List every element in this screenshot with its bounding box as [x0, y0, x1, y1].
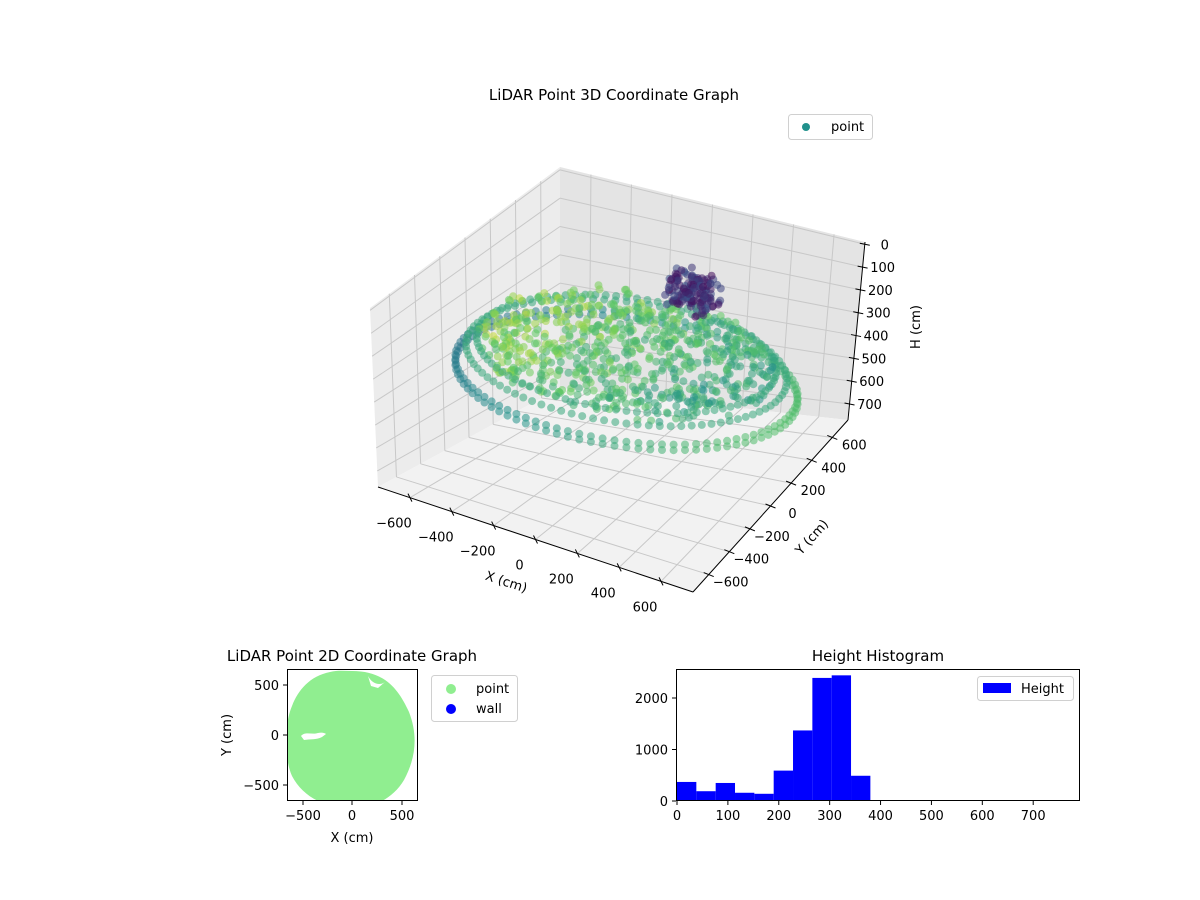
- svg-text:600: 600: [970, 809, 995, 824]
- svg-text:600: 600: [859, 375, 884, 390]
- svg-text:400: 400: [591, 586, 616, 601]
- histogram-bar: [677, 781, 697, 801]
- histogram-frame: [676, 669, 1080, 801]
- svg-text:1000: 1000: [635, 744, 668, 759]
- histogram-title: Height Histogram: [812, 647, 944, 665]
- svg-text:500: 500: [254, 679, 279, 694]
- svg-text:400: 400: [864, 330, 889, 345]
- plot-3d-title: LiDAR Point 3D Coordinate Graph: [489, 86, 739, 104]
- legend-2d: point wall: [431, 675, 518, 722]
- svg-text:−200: −200: [754, 530, 790, 545]
- histogram-bar: [715, 782, 736, 801]
- y-axis-label: Y (cm): [792, 517, 832, 559]
- svg-text:500: 500: [919, 809, 944, 824]
- z-axis-line: [847, 241, 866, 421]
- svg-text:200: 200: [801, 484, 826, 499]
- svg-text:200: 200: [868, 284, 893, 299]
- svg-text:100: 100: [715, 809, 740, 824]
- histogram-bar: [831, 675, 852, 801]
- svg-text:0: 0: [788, 507, 796, 522]
- histogram-bar: [793, 730, 813, 801]
- legend-wall-marker: [446, 704, 456, 714]
- svg-text:0: 0: [881, 238, 889, 253]
- legend-point-marker: [446, 684, 456, 694]
- svg-text:−600: −600: [376, 517, 412, 532]
- svg-text:0: 0: [673, 809, 681, 824]
- svg-text:600: 600: [633, 600, 658, 615]
- legend-wall-label: wall: [476, 702, 502, 717]
- svg-text:0: 0: [515, 559, 523, 574]
- plot-2d: LiDAR Point 2D Coordinate Graph −500 0 500…: [220, 647, 518, 846]
- svg-text:0: 0: [271, 729, 279, 744]
- svg-text:0: 0: [348, 809, 356, 824]
- histogram-bar: [696, 791, 716, 801]
- legend-point-marker: [802, 123, 810, 131]
- histogram-ticks: 0 100 200 300 400 500 600 700 0 1000 2000: [635, 692, 1046, 824]
- svg-text:2000: 2000: [635, 692, 668, 707]
- svg-text:200: 200: [766, 809, 791, 824]
- svg-text:400: 400: [868, 809, 893, 824]
- plot-3d: LiDAR Point 3D Coordinate Graph −600 −400…: [369, 86, 924, 615]
- histogram-bar: [754, 793, 774, 801]
- svg-text:700: 700: [857, 398, 882, 413]
- histogram: Height Histogram 0 100 200 300 400 500 600 7000…: [635, 647, 1080, 824]
- legend-height-label: Height: [1021, 682, 1064, 697]
- svg-text:200: 200: [549, 572, 574, 587]
- point-cloud: [451, 263, 802, 455]
- svg-text:700: 700: [1021, 809, 1046, 824]
- svg-text:300: 300: [866, 307, 891, 322]
- legend-hist: Height: [977, 676, 1074, 701]
- histogram-bars: [677, 675, 871, 801]
- ticks-2d: −500 0 500 500 0 −500: [243, 679, 414, 824]
- plot-2d-title: LiDAR Point 2D Coordinate Graph: [227, 647, 477, 665]
- svg-text:−500: −500: [243, 779, 279, 794]
- svg-text:0: 0: [660, 795, 668, 810]
- legend-point-label: point: [831, 120, 864, 135]
- svg-text:−200: −200: [460, 545, 496, 560]
- plot-2d-frame: [287, 669, 418, 801]
- plot-2d-xlabel: X (cm): [331, 831, 374, 846]
- svg-text:100: 100: [870, 261, 895, 276]
- svg-text:500: 500: [861, 352, 886, 367]
- pane-left: [370, 167, 560, 487]
- z-axis-label: H (cm): [909, 305, 924, 349]
- svg-text:−400: −400: [418, 531, 454, 546]
- histogram-bar: [851, 775, 871, 801]
- svg-text:500: 500: [390, 809, 415, 824]
- legend-point-label: point: [476, 682, 509, 697]
- plot-2d-ylabel: Y (cm): [220, 714, 235, 757]
- histogram-bar: [735, 792, 755, 801]
- svg-text:−500: −500: [285, 809, 321, 824]
- histogram-bar: [773, 770, 794, 801]
- ticks-3d: −600 −400 −200 0 200 400 600 −600 −400 −200 0 200 40…: [376, 238, 895, 615]
- svg-text:−400: −400: [733, 553, 769, 568]
- svg-text:400: 400: [821, 461, 846, 476]
- svg-text:−600: −600: [713, 576, 749, 591]
- svg-text:600: 600: [842, 438, 867, 453]
- histogram-bar: [812, 677, 832, 801]
- legend-3d: point: [788, 114, 873, 140]
- svg-text:300: 300: [817, 809, 842, 824]
- legend-height-swatch: [983, 683, 1011, 693]
- scatter-2d-points: [287, 670, 415, 801]
